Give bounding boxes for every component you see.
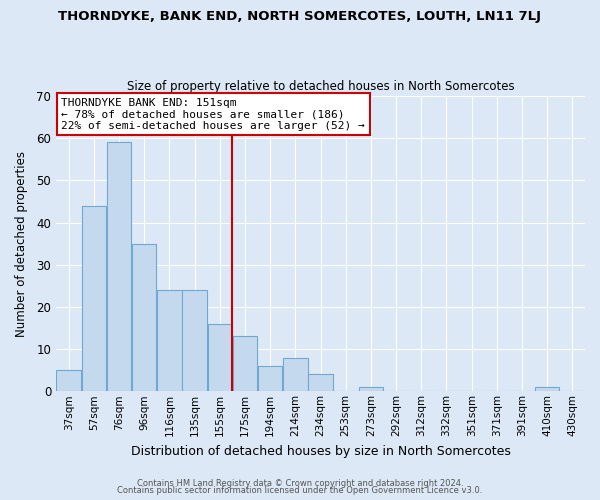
Bar (359, 387, 383, 392)
Y-axis label: Number of detached properties: Number of detached properties (15, 150, 28, 336)
Text: THORNDYKE, BANK END, NORTH SOMERCOTES, LOUTH, LN11 7LJ: THORNDYKE, BANK END, NORTH SOMERCOTES, L… (59, 10, 542, 23)
Text: THORNDYKE BANK END: 151sqm
← 78% of detached houses are smaller (186)
22% of sem: THORNDYKE BANK END: 151sqm ← 78% of deta… (61, 98, 365, 130)
Bar (82, 206, 106, 392)
Bar (283, 358, 308, 392)
Bar (56, 370, 81, 392)
Bar (182, 290, 207, 392)
Bar (308, 374, 333, 392)
X-axis label: Distribution of detached houses by size in North Somercotes: Distribution of detached houses by size … (131, 444, 511, 458)
Bar (258, 366, 283, 392)
Title: Size of property relative to detached houses in North Somercotes: Size of property relative to detached ho… (127, 80, 514, 94)
Text: Contains public sector information licensed under the Open Government Licence v3: Contains public sector information licen… (118, 486, 482, 495)
Bar (157, 290, 182, 392)
Bar (107, 142, 131, 392)
Bar (132, 244, 157, 392)
Text: Contains HM Land Registry data © Crown copyright and database right 2024.: Contains HM Land Registry data © Crown c… (137, 478, 463, 488)
Bar (233, 336, 257, 392)
Bar (535, 387, 559, 392)
Bar (208, 324, 232, 392)
